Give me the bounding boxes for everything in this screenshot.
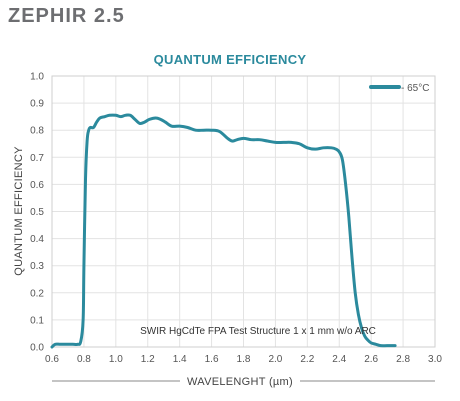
y-axis-label: QUANTUM EFFICIENCY — [13, 146, 25, 276]
y-tick-label: 0.5 — [30, 207, 44, 218]
y-tick-labels: 0.0 0.1 0.2 0.3 0.4 0.5 0.6 0.7 0.8 0.9 1.0 — [30, 72, 44, 354]
x-tick-label: 2.8 — [396, 354, 410, 365]
x-tick-label: 1.6 — [205, 354, 219, 365]
y-tick-label: 0.3 — [30, 261, 44, 272]
y-tick-label: 0.1 — [30, 315, 44, 326]
plot-frame — [51, 75, 436, 348]
x-tick-label: 3.0 — [428, 354, 442, 365]
x-tick-label: 2.0 — [268, 354, 282, 365]
product-title: ZEPHIR 2.5 — [8, 5, 125, 27]
y-tick-label: 0.4 — [30, 234, 44, 245]
x-tick-label: 1.8 — [237, 354, 251, 365]
y-tick-label: 0.9 — [30, 99, 44, 110]
x-tick-label: 0.6 — [45, 354, 59, 365]
x-tick-labels: 0.6 0.8 1.0 1.2 1.4 1.6 1.8 2.0 2.2 2.4 2.6 2.8 3.0 — [45, 354, 442, 365]
y-tick-label: 0.8 — [30, 126, 44, 137]
x-tick-label: 2.2 — [300, 354, 314, 365]
x-tick-label: 1.2 — [141, 354, 155, 365]
y-tick-label: 0.2 — [30, 288, 44, 299]
series-line-65c — [50, 113, 397, 349]
x-tick-label: 2.4 — [332, 354, 346, 365]
chart-title: QUANTUM EFFICIENCY — [153, 52, 307, 67]
x-tick-label: 2.6 — [364, 354, 378, 365]
y-tick-label: 1.0 — [30, 72, 44, 83]
legend-label: - 65°C — [401, 83, 429, 94]
x-axis-label: WAVELENGHT (µm) — [187, 376, 293, 388]
y-tick-label: 0.0 — [30, 343, 44, 354]
chart-annotation: SWIR HgCdTe FPA Test Structure 1 x 1 mm … — [140, 326, 376, 337]
legend: - 65°C — [369, 83, 429, 94]
x-tick-label: 1.0 — [109, 354, 123, 365]
x-axis-label-group: WAVELENGHT (µm) — [52, 376, 435, 388]
y-tick-label: 0.6 — [30, 180, 44, 191]
y-tick-label: 0.7 — [30, 153, 44, 164]
x-tick-label: 1.4 — [173, 354, 187, 365]
x-tick-label: 0.8 — [77, 354, 91, 365]
